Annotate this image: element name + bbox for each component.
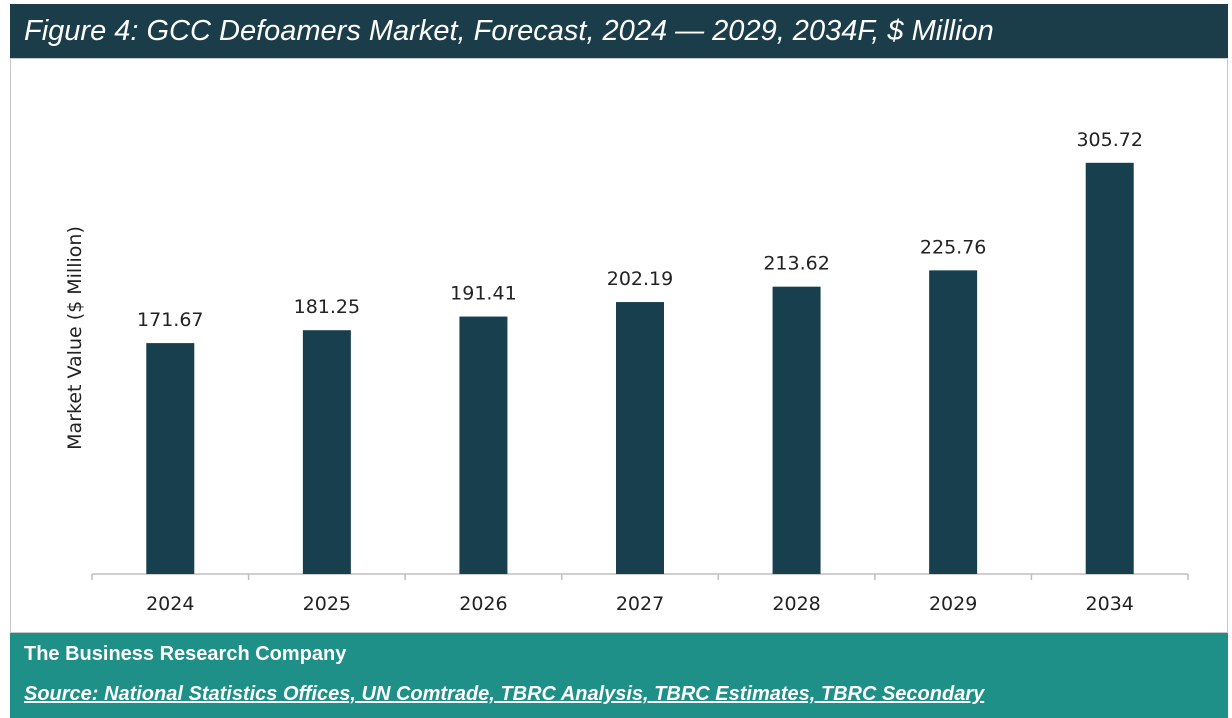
value-label-2024: 171.67 — [137, 309, 203, 331]
bars — [146, 162, 1134, 575]
value-label-2027: 202.19 — [607, 268, 673, 290]
bar-2034 — [1085, 162, 1134, 575]
value-label-2028: 213.62 — [763, 253, 829, 275]
value-label-2026: 191.41 — [450, 283, 516, 305]
category-label-2034: 2034 — [1086, 593, 1134, 615]
category-label-2025: 2025 — [303, 593, 351, 615]
bar-2027 — [616, 302, 664, 574]
category-label-2026: 2026 — [459, 593, 507, 615]
bar-2024 — [146, 343, 195, 574]
value-labels: 171.67 181.25 191.41 202.19 213.62 225.76 305.… — [137, 129, 1143, 331]
bar-2026 — [459, 316, 508, 574]
figure-title: Figure 4: GCC Defoamers Market, Forecast… — [10, 4, 1228, 58]
category-label-2027: 2027 — [616, 593, 664, 615]
value-label-2034: 305.72 — [1076, 129, 1142, 151]
category-label-2029: 2029 — [929, 593, 977, 615]
value-label-2029: 225.76 — [920, 236, 986, 258]
footer: The Business Research Company Source: Na… — [10, 633, 1228, 718]
x-axis-ticks — [91, 574, 1189, 580]
y-axis-label: Market Value ($ Million) — [64, 226, 86, 450]
company-name: The Business Research Company — [24, 643, 347, 665]
category-label-2024: 2024 — [146, 593, 194, 615]
bar-2029 — [929, 270, 978, 574]
value-label-2025: 181.25 — [294, 296, 360, 318]
source-link[interactable]: Source: National Statistics Offices, UN … — [24, 683, 985, 705]
bar-chart: 171.67 181.25 191.41 202.19 213.62 225.76 305.… — [64, 129, 1189, 615]
bar-2028 — [772, 286, 821, 574]
category-label-2028: 2028 — [772, 593, 820, 615]
category-labels: 2024 2025 2026 2027 2028 2029 2034 — [146, 593, 1134, 615]
bar-2025 — [302, 330, 351, 574]
